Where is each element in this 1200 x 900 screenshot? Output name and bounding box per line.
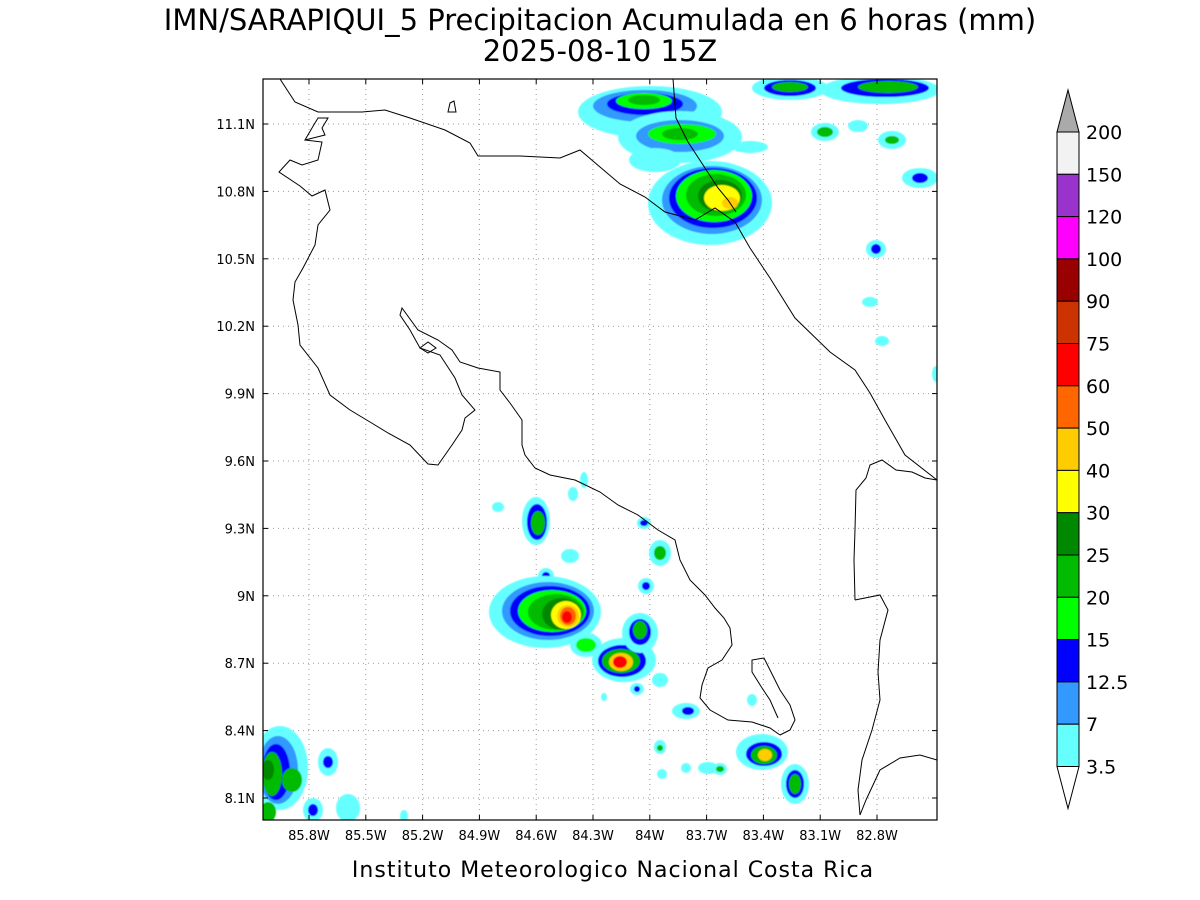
lon-tick-label: 83.4W [742,829,784,844]
lat-tick-label: 9.6N [225,455,255,470]
colorbar-swatch [1056,469,1080,514]
colorbar-swatch [1056,385,1080,429]
coastlines-and-borders [278,79,937,816]
precip-cell-osa-south-max [592,613,658,682]
colorbar-swatch [1056,216,1080,260]
gulf-of-fonseca-island [447,100,457,113]
lon-tick-label: 82.8W [856,829,898,844]
colorbar-swatch [1056,681,1080,725]
colorbar-level-label: 90 [1086,291,1110,313]
colorbar-swatch [1056,427,1080,471]
colorbar-swatch [1056,343,1080,387]
colorbar-swatch [1056,300,1080,345]
map-panel [263,79,937,820]
guanacaste-north-shore [303,117,329,141]
lat-tick-label: 11.1N [216,118,255,133]
lon-tick-label: 84.6W [515,829,557,844]
lon-tick-label: 85.5W [345,829,387,844]
pacific-coast-guanacaste [278,139,781,736]
colorbar-level-label: 12.5 [1086,672,1128,694]
colorbar-swatch [1056,554,1080,598]
lon-tick-label: 85.2W [402,829,444,844]
lat-tick-label: 9.3N [225,522,255,537]
precip-cells-panama-border [736,734,809,804]
lon-tick-label: 84.3W [572,829,614,844]
precip-cells-southwest-corner [263,726,408,820]
precip-cell-north-border [578,86,742,172]
panama-border-north [853,459,937,601]
colorbar-level-label: 40 [1086,460,1110,482]
island-chira [419,341,437,354]
colorbar-level-label: 25 [1086,545,1110,567]
lat-tick-label: 9.9N [225,388,255,403]
colorbar-swatch [1056,173,1080,218]
lon-tick-label: 85.8W [288,829,330,844]
map-axes: 85.8W 85.5W 85.2W 84.9W 84.6W 84.3W 84W 83.7W 83… [216,79,937,844]
colorbar-level-label: 7 [1086,714,1098,736]
credit-text: Instituto Meteorologico Nacional Costa R… [352,858,874,883]
colorbar-level-label: 20 [1086,587,1110,609]
lat-tick-label: 8.1N [225,792,255,807]
colorbar-level-label: 120 [1086,207,1122,229]
caribbean-coast-and-nicaragua-shore [279,79,937,481]
colorbar-level-label: 75 [1086,334,1110,356]
colorbar-level-label: 3.5 [1086,757,1116,779]
graticule-grid [263,79,937,820]
colorbar-swatch [1056,131,1080,175]
precip-cells-pacific-central [492,472,588,584]
colorbar-level-label: 100 [1086,249,1122,271]
lon-tick-label: 84W [635,829,665,844]
lat-tick-label: 10.8N [216,185,255,200]
precip-cell-osa-north-max [489,576,602,657]
colorbar-level-label: 200 [1086,122,1122,144]
lat-tick-label: 9N [237,590,255,605]
colorbar-bottom-arrow [1056,766,1080,811]
colorbar-swatch [1056,258,1080,302]
colorbar-legend: 200 150 120 100 90 75 60 50 40 30 25 20 15 12.5 7 3.5 [1056,88,1128,811]
colorbar-swatch [1056,596,1080,641]
colorbar-swatch [1056,512,1080,556]
nicaragua-costa-rica-border [672,79,737,213]
colorbar-swatch [1056,723,1080,768]
lon-tick-label: 83.7W [686,829,728,844]
panama-border-south [854,594,937,816]
colorbar-level-label: 50 [1086,418,1110,440]
colorbar-swatch [1056,639,1080,683]
colorbar-top-arrow [1056,88,1080,133]
lon-tick-label: 84.9W [458,829,500,844]
map-title-line1: IMN/SARAPIQUI_5 Precipitacion Acumulada … [164,3,1036,37]
colorbar-level-label: 15 [1086,630,1110,652]
map-title-line2: 2025-08-10 15Z [483,34,718,68]
precip-cells-southern-scattered [601,517,757,779]
map-frame [262,78,938,821]
colorbar-level-label: 30 [1086,503,1110,525]
lat-tick-label: 10.5N [216,253,255,268]
colorbar-level-label: 60 [1086,376,1110,398]
lat-tick-label: 8.4N [225,725,255,740]
lat-tick-label: 8.7N [225,657,255,672]
colorbar-level-label: 150 [1086,164,1122,186]
lon-tick-label: 83.1W [799,829,841,844]
lat-tick-label: 10.2N [216,320,255,335]
precipitation-shading [263,79,937,820]
precip-cells-caribbean [732,79,937,382]
golfo-dulce-and-burica [751,657,796,736]
precip-cell-sarapiqui [648,161,772,245]
